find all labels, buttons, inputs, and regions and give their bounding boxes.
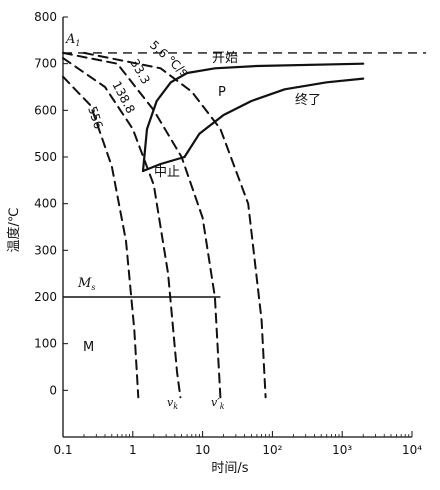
- y-tick-label: 800: [34, 10, 57, 24]
- y-tick-label: 700: [34, 57, 57, 71]
- x-tick-label: 10²: [262, 443, 282, 457]
- x-tick-label: 10³: [332, 443, 352, 457]
- finish-label: 终了: [295, 92, 321, 108]
- cooling-curve-556: [62, 75, 140, 399]
- vk-prime-label: v′k: [211, 396, 225, 411]
- stop-label: 中止: [154, 165, 180, 180]
- x-tick-label: 10: [195, 443, 210, 457]
- ms-label: Ms: [77, 276, 95, 292]
- y-tick-label: 300: [34, 243, 57, 257]
- cooling-rate-label-556: 556: [85, 105, 105, 131]
- curves: [62, 51, 426, 399]
- pearlite-label: P: [218, 85, 226, 100]
- martensite-label: M: [83, 340, 94, 355]
- vk-label: vk: [167, 396, 178, 411]
- x-tick-label: 10⁴: [402, 443, 422, 457]
- x-tick-label: 0.1: [53, 443, 72, 457]
- x-axis-label: 时间/s: [211, 461, 248, 476]
- y-tick-label: 500: [34, 150, 57, 164]
- cooling-curve-5-6: [83, 51, 267, 399]
- y-tick-label: 600: [34, 103, 57, 117]
- cooling-rate-label-5-6: 5.6 ℃/s: [147, 38, 191, 80]
- y-axis-label: 温度/℃: [6, 208, 22, 253]
- a1-label: A1: [65, 32, 80, 48]
- y-tick-label: 400: [34, 197, 57, 211]
- transformation-finish-curve: [183, 77, 365, 159]
- y-tick-label: 0: [49, 383, 57, 397]
- start-label: 开始: [212, 51, 238, 66]
- cooling-curve-33-3: [62, 51, 222, 399]
- transformation-start-curve: [141, 62, 365, 173]
- cooling-curve-138-8: [62, 57, 182, 399]
- axes: [62, 17, 412, 438]
- y-tick-label: 100: [34, 337, 57, 351]
- x-tick-label: 1: [129, 443, 137, 457]
- transformation-stop-curve: [141, 155, 186, 173]
- tick-marks: 0 100 200 300 400 500 600 700 800 0.1 1 10 10² 10³ 10⁴: [34, 10, 422, 457]
- y-tick-label: 200: [34, 290, 57, 304]
